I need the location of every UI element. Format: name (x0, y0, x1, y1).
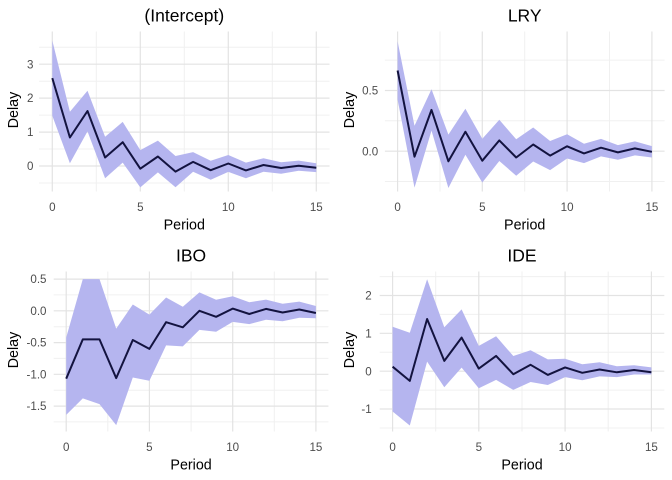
svg-text:1: 1 (365, 327, 371, 340)
svg-text:0: 0 (389, 441, 395, 454)
svg-text:5: 5 (146, 441, 152, 454)
svg-text:1: 1 (27, 126, 33, 139)
svg-text:3: 3 (27, 58, 33, 71)
svg-text:0: 0 (27, 160, 33, 173)
svg-text:-1: -1 (361, 403, 371, 416)
svg-text:5: 5 (476, 441, 482, 454)
svg-text:15: 15 (310, 201, 323, 214)
svg-text:-1.5: -1.5 (27, 400, 47, 413)
svg-text:Delay: Delay (342, 91, 358, 128)
svg-text:-0.5: -0.5 (27, 337, 47, 350)
svg-text:0.5: 0.5 (362, 85, 378, 98)
svg-text:15: 15 (645, 201, 658, 214)
svg-text:Period: Period (164, 217, 205, 233)
svg-text:IDE: IDE (507, 245, 536, 265)
svg-text:0: 0 (365, 365, 371, 378)
svg-text:0.0: 0.0 (362, 145, 378, 158)
svg-text:Delay: Delay (6, 91, 22, 128)
svg-text:Period: Period (501, 457, 542, 473)
svg-text:0.0: 0.0 (30, 305, 46, 318)
svg-text:10: 10 (561, 201, 574, 214)
svg-text:0: 0 (63, 441, 69, 454)
svg-text:Delay: Delay (342, 331, 358, 368)
svg-text:10: 10 (559, 441, 572, 454)
svg-text:Period: Period (504, 217, 545, 233)
svg-text:0: 0 (394, 201, 400, 214)
svg-text:Period: Period (170, 457, 211, 473)
svg-text:LRY: LRY (508, 5, 542, 25)
svg-text:5: 5 (137, 201, 143, 214)
svg-text:-1.0: -1.0 (27, 368, 47, 381)
svg-text:2: 2 (27, 92, 33, 105)
svg-text:(Intercept): (Intercept) (144, 5, 224, 25)
svg-text:2: 2 (365, 290, 371, 303)
svg-text:0: 0 (49, 201, 55, 214)
svg-text:10: 10 (226, 441, 239, 454)
svg-text:15: 15 (309, 441, 322, 454)
svg-text:0.5: 0.5 (30, 273, 46, 286)
svg-text:5: 5 (479, 201, 485, 214)
svg-text:IBO: IBO (176, 245, 206, 265)
svg-text:15: 15 (645, 441, 658, 454)
svg-text:10: 10 (222, 201, 235, 214)
svg-text:Delay: Delay (6, 331, 22, 368)
